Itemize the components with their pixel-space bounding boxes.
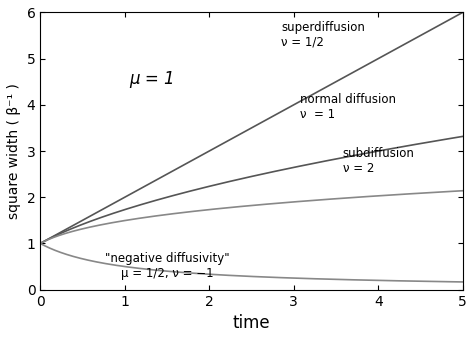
- Text: μ = 1: μ = 1: [129, 71, 174, 88]
- Y-axis label: square width ( β⁻¹ ): square width ( β⁻¹ ): [7, 83, 21, 219]
- Text: normal diffusion
ν  = 1: normal diffusion ν = 1: [301, 93, 396, 121]
- Text: superdiffusion
ν = 1/2: superdiffusion ν = 1/2: [281, 21, 365, 48]
- X-axis label: time: time: [233, 314, 270, 332]
- Text: subdiffusion
ν = 2: subdiffusion ν = 2: [343, 147, 415, 175]
- Text: "negative diffusivity"
μ = 1/2, ν = −1: "negative diffusivity" μ = 1/2, ν = −1: [105, 252, 229, 280]
